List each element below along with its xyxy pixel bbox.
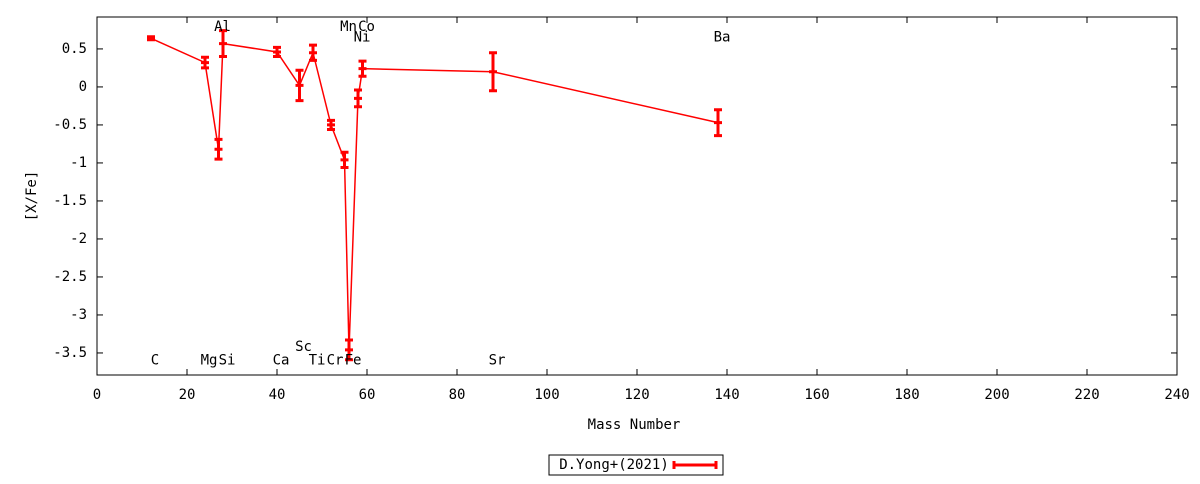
- annotation: Sr: [489, 353, 506, 369]
- x-axis-label: Mass Number: [588, 417, 681, 433]
- annotation: Ni: [354, 30, 371, 46]
- annotation: Cr: [327, 353, 344, 369]
- legend-box: [548, 454, 724, 476]
- x-tick-label: 240: [1164, 387, 1189, 403]
- annotation: Ba: [714, 30, 731, 46]
- y-tick-label: -2.5: [53, 269, 87, 285]
- series-line: [150, 37, 719, 350]
- legend-label: D.Yong+(2021): [559, 457, 669, 473]
- x-tick-label: 80: [449, 387, 466, 403]
- y-tick-label: 0: [79, 79, 87, 95]
- error-bar: [273, 45, 281, 59]
- x-tick-label: 60: [359, 387, 376, 403]
- x-tick-label: 20: [179, 387, 196, 403]
- annotation: Sc: [295, 339, 312, 355]
- x-tick-label: 0: [93, 387, 101, 403]
- x-tick-label: 100: [534, 387, 559, 403]
- legend-swatch: [672, 461, 718, 469]
- x-tick-label: 160: [804, 387, 829, 403]
- y-tick-label: 0.5: [62, 41, 87, 57]
- y-tick-label: -1: [70, 155, 87, 171]
- y-tick-label: -2: [70, 231, 87, 247]
- annotation: C: [151, 353, 159, 369]
- annotation: Mn: [340, 19, 357, 35]
- error-bar: [295, 68, 304, 103]
- error-bar: [327, 118, 335, 131]
- error-bar: [219, 29, 227, 59]
- y-tick-label: -0.5: [53, 117, 87, 133]
- y-axis-label: [X/Fe]: [24, 171, 40, 222]
- error-bar: [345, 338, 353, 362]
- error-bar: [358, 59, 367, 78]
- annotation: Fe: [345, 353, 362, 369]
- error-bar: [340, 150, 349, 169]
- error-bar: [489, 51, 497, 93]
- x-tick-label: 200: [984, 387, 1009, 403]
- annotation: Al: [214, 19, 231, 35]
- error-bar: [354, 88, 362, 109]
- y-tick-label: -3.5: [53, 345, 87, 361]
- error-bar: [201, 55, 209, 70]
- error-bar: [147, 35, 155, 42]
- x-tick-label: 40: [269, 387, 286, 403]
- x-tick-label: 220: [1074, 387, 1099, 403]
- error-bar: [309, 43, 317, 62]
- y-tick-label: -3: [70, 307, 87, 323]
- error-bar: [214, 137, 223, 161]
- x-tick-label: 180: [894, 387, 919, 403]
- plot-frame: [96, 16, 1178, 376]
- annotation: Co: [358, 19, 375, 35]
- x-tick-label: 140: [714, 387, 739, 403]
- y-tick-label: -1.5: [53, 193, 87, 209]
- annotation: Si: [219, 353, 236, 369]
- annotation: Mg: [201, 353, 218, 369]
- annotation: Ca: [273, 353, 290, 369]
- annotation: Ti: [309, 353, 326, 369]
- x-tick-label: 120: [624, 387, 649, 403]
- error-bar: [714, 108, 722, 138]
